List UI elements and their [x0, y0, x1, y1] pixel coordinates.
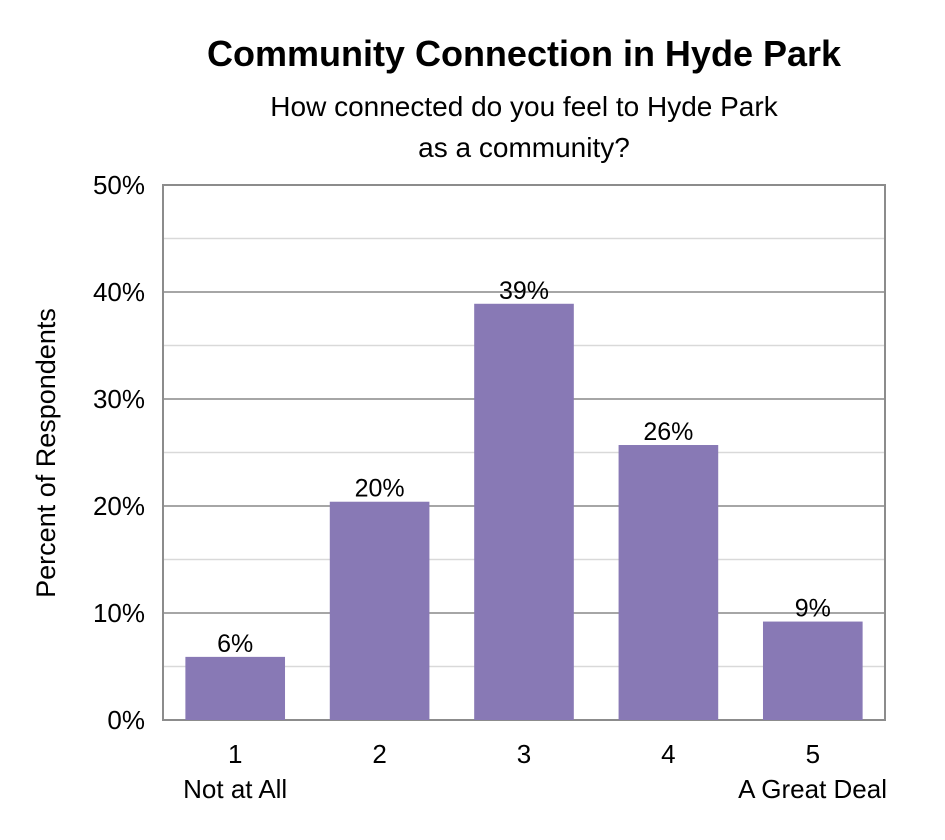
- x-axis-ticks: 1 Not at All 2 3 4 5 A Great Deal: [183, 739, 887, 804]
- bar-3: [474, 303, 574, 720]
- bars: [185, 303, 863, 720]
- data-label: 9%: [795, 595, 831, 623]
- x-tick-label: 1: [228, 739, 242, 769]
- bar-2: [329, 501, 430, 720]
- bar-5: [762, 621, 863, 720]
- data-label: 20%: [355, 475, 405, 503]
- data-label: 6%: [217, 630, 253, 658]
- y-axis-label: Percent of Respondents: [31, 308, 61, 598]
- data-labels: 6% 20% 39% 26% 9%: [217, 277, 831, 658]
- y-tick-label: 10%: [93, 598, 145, 628]
- chart-subtitle-line-1: How connected do you feel to Hyde Park: [270, 91, 778, 122]
- data-label: 39%: [499, 277, 549, 305]
- y-tick-label: 40%: [93, 277, 145, 307]
- y-tick-label: 50%: [93, 170, 145, 200]
- bar-4: [618, 445, 719, 720]
- bar-1: [185, 656, 286, 720]
- x-tick-sublabel: Not at All: [183, 774, 287, 804]
- chart-title: Community Connection in Hyde Park: [207, 33, 842, 74]
- y-tick-label: 20%: [93, 491, 145, 521]
- y-axis-ticks: 0% 10% 20% 30% 40% 50%: [93, 170, 145, 735]
- x-tick-sublabel: A Great Deal: [738, 774, 887, 804]
- y-tick-label: 0%: [107, 705, 145, 735]
- x-tick-label: 5: [806, 739, 820, 769]
- chart-subtitle-line-2: as a community?: [418, 132, 630, 163]
- x-tick-label: 4: [661, 739, 675, 769]
- data-label: 26%: [643, 418, 693, 446]
- x-tick-label: 2: [372, 739, 386, 769]
- x-tick-label: 3: [517, 739, 531, 769]
- y-tick-label: 30%: [93, 384, 145, 414]
